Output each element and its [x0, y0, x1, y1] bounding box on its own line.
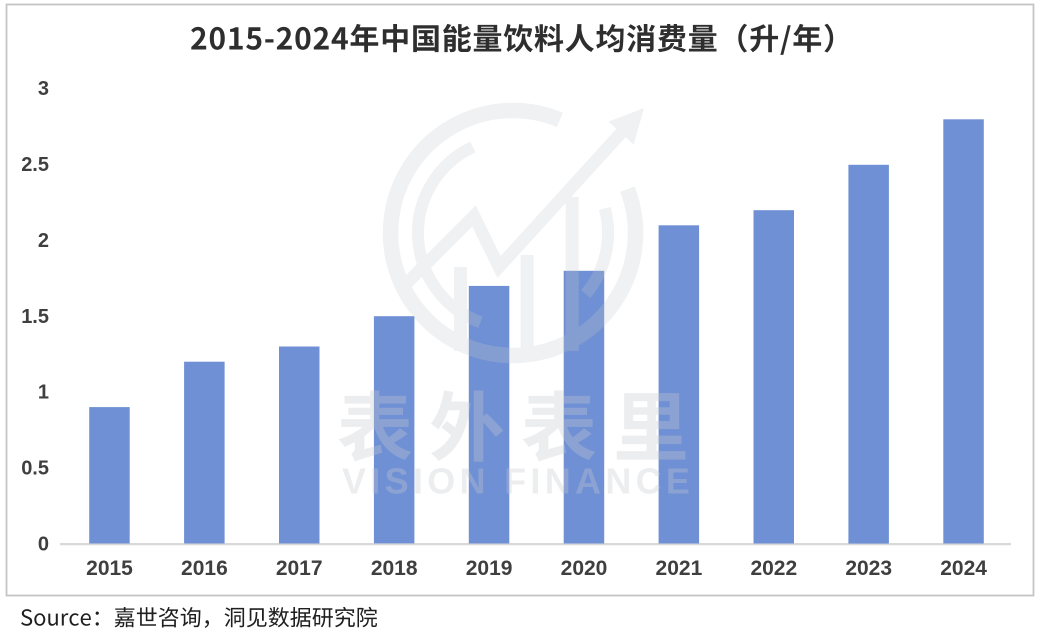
- svg-text:2024: 2024: [940, 557, 987, 580]
- svg-text:2.5: 2.5: [21, 154, 49, 176]
- svg-text:2019: 2019: [466, 557, 513, 580]
- svg-text:2017: 2017: [276, 557, 323, 580]
- svg-text:2021: 2021: [656, 557, 703, 580]
- svg-text:2015: 2015: [86, 557, 133, 580]
- svg-text:2022: 2022: [750, 557, 797, 580]
- svg-text:2016: 2016: [181, 557, 228, 580]
- svg-text:2018: 2018: [371, 557, 418, 580]
- svg-text:0.5: 0.5: [21, 458, 49, 480]
- svg-text:2020: 2020: [561, 557, 608, 580]
- svg-text:VISION FINANCE: VISION FINANCE: [342, 461, 694, 502]
- svg-text:3: 3: [38, 78, 49, 100]
- svg-text:1: 1: [38, 382, 49, 404]
- svg-text:2023: 2023: [845, 557, 892, 580]
- svg-text:2: 2: [38, 230, 49, 252]
- svg-text:0: 0: [38, 534, 49, 556]
- svg-text:1.5: 1.5: [21, 306, 49, 328]
